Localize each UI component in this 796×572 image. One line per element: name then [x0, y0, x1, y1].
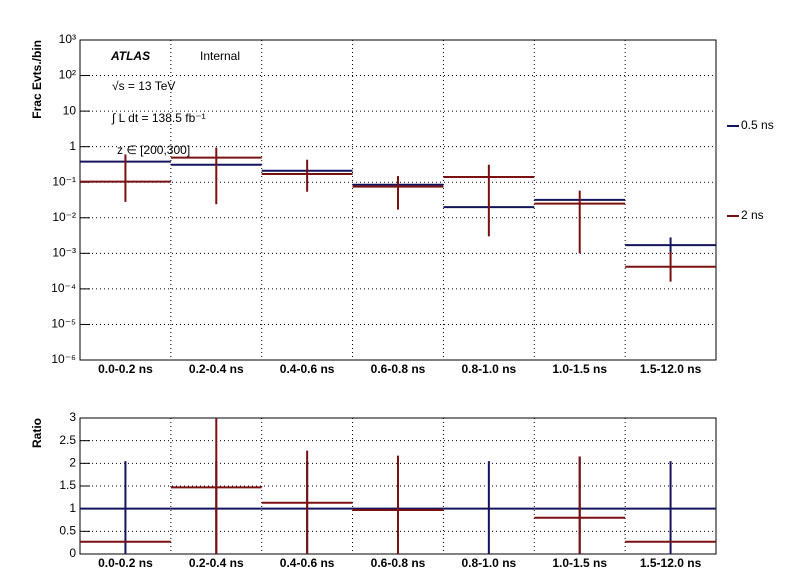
legend-label: 2 ns — [741, 208, 764, 222]
y-tick-label: 10³ — [59, 32, 76, 46]
y-axis-label: Frac Evts./bin — [30, 40, 44, 119]
x-tick-label: 0.6-0.8 ns — [371, 556, 426, 570]
y-tick-label: 3 — [69, 410, 76, 424]
y-axis-label: Ratio — [30, 418, 44, 448]
x-tick-label: 1.5-12.0 ns — [640, 556, 702, 570]
plot-frame — [79, 39, 717, 361]
y-tick-label: 1 — [69, 501, 76, 515]
x-tick-label: 0.0-0.2 ns — [98, 556, 153, 570]
y-tick-label: 10⁻² — [52, 210, 76, 224]
x-tick-label: 0.4-0.6 ns — [280, 362, 335, 376]
x-tick-label: 0.4-0.6 ns — [280, 556, 335, 570]
y-tick-label: 1 — [69, 139, 76, 153]
y-tick-label: 1.5 — [59, 478, 76, 492]
annotation: z ∈ [200,300] — [117, 143, 190, 157]
y-tick-label: 10 — [63, 103, 77, 117]
y-tick-label: 10⁻⁶ — [51, 352, 76, 366]
y-tick-label: 10² — [59, 68, 76, 82]
annotation: ATLAS — [110, 49, 150, 63]
y-tick-label: 0 — [69, 546, 76, 560]
annotation: Internal — [200, 49, 240, 63]
legend-label: 0.5 ns — [741, 118, 774, 132]
y-tick-label: 10⁻⁴ — [51, 281, 76, 295]
y-tick-label: 10⁻⁵ — [51, 317, 76, 331]
x-tick-label: 0.8-1.0 ns — [462, 556, 517, 570]
x-tick-label: 1.0-1.5 ns — [552, 362, 607, 376]
x-tick-label: 0.2-0.4 ns — [189, 556, 244, 570]
x-tick-label: 0.2-0.4 ns — [189, 362, 244, 376]
y-tick-label: 10⁻³ — [52, 246, 76, 260]
annotation: ∫ L dt = 138.5 fb⁻¹ — [111, 111, 206, 125]
x-tick-label: 1.5-12.0 ns — [640, 362, 702, 376]
y-tick-label: 0.5 — [59, 524, 76, 538]
y-tick-label: 2.5 — [59, 433, 76, 447]
annotation: √s = 13 TeV — [112, 79, 175, 93]
x-tick-label: 0.6-0.8 ns — [371, 362, 426, 376]
x-tick-label: 0.8-1.0 ns — [462, 362, 517, 376]
x-tick-label: 0.0-0.2 ns — [98, 362, 153, 376]
x-tick-label: 1.0-1.5 ns — [552, 556, 607, 570]
y-tick-label: 10⁻¹ — [52, 174, 76, 188]
y-tick-label: 2 — [69, 456, 76, 470]
